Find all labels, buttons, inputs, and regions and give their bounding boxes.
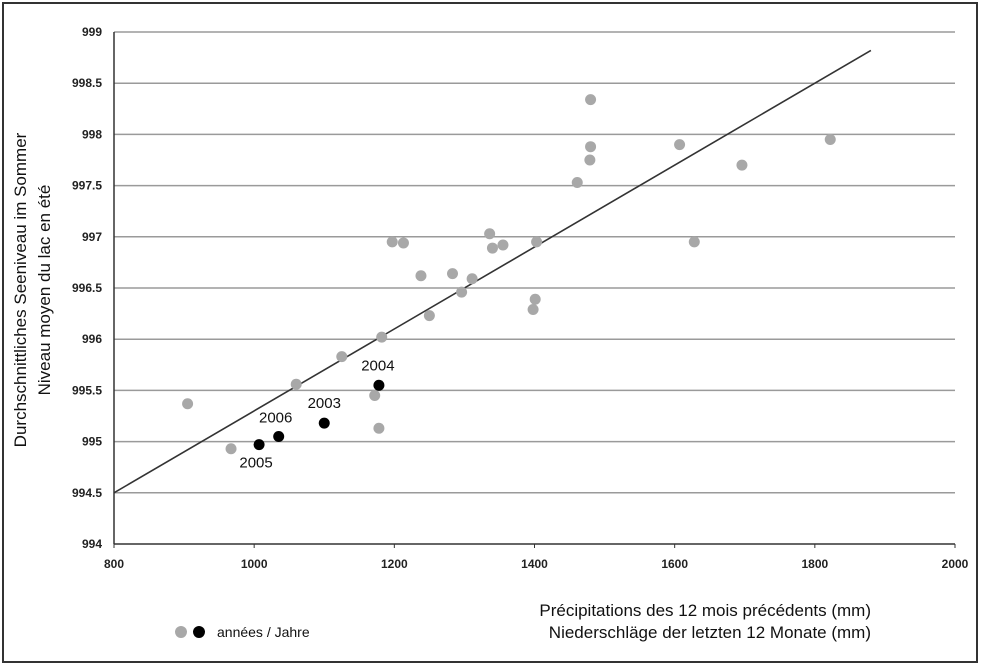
y-tick-label: 998.5 [72,76,102,90]
data-points [182,94,836,455]
legend-black-dot [193,626,205,638]
legend-label: années / Jahre [217,624,310,640]
gridlines [114,31,955,494]
data-point [484,228,496,240]
data-point [336,351,348,363]
data-point [447,268,459,280]
y-tick-label: 997 [82,230,102,244]
year-annotations: 2005 2006 2003 2004 [239,357,394,471]
data-point [415,270,427,282]
data-point [585,141,597,153]
data-point [225,443,237,455]
data-point [397,237,409,249]
data-point [423,310,435,322]
data-point [497,239,509,251]
y-tick-label: 995.5 [72,383,102,397]
data-point [688,236,700,248]
year-label: 2004 [361,357,394,374]
x-tick-label: 2000 [942,557,969,571]
y-tick-label: 996 [82,332,102,346]
y-axis-label-de: Durchschnittliches Seeniveau im Sommer [11,132,30,447]
year-label: 2006 [259,409,292,426]
trend-line-segment [113,49,872,494]
data-point [584,154,596,166]
data-point [182,398,194,410]
highlight-point [318,417,330,429]
trend-line [113,49,872,494]
x-tick-label: 1800 [801,557,828,571]
x-tick-label: 1600 [661,557,688,571]
data-point [466,273,478,285]
data-point [456,286,468,298]
data-point [386,236,398,248]
highlight-point [253,439,265,451]
year-label: 2003 [308,395,341,412]
y-tick-labels: 994 994.5 995 995.5 996 996.5 997 997.5 998 998.5… [72,25,102,551]
data-point [529,293,541,305]
legend: années / Jahre [175,624,310,640]
data-point [571,177,583,189]
x-tick-label: 1000 [241,557,268,571]
data-point [824,134,836,146]
highlight-point [273,430,285,442]
data-point [369,390,381,402]
data-point [290,378,302,390]
y-tick-label: 997.5 [72,179,102,193]
axes [113,32,956,548]
data-point [736,159,748,171]
x-tick-label: 800 [104,557,124,571]
data-point [531,236,543,248]
data-point [527,304,539,316]
x-axis-label-de: Niederschläge der letzten 12 Monate (mm) [548,623,871,642]
y-tick-label: 998 [82,127,102,141]
highlight-point [373,379,385,391]
data-point [674,139,686,151]
y-tick-label: 994 [82,537,102,551]
data-point [585,94,597,106]
y-tick-label: 999 [82,25,102,39]
y-tick-label: 995 [82,435,102,449]
x-tick-labels: 800 1000 1200 1400 1600 1800 2000 [104,557,969,571]
x-axis-label-fr: Précipitations des 12 mois précédents (m… [539,601,871,620]
legend-gray-dot [175,626,187,638]
x-tick-label: 1200 [381,557,408,571]
data-point [486,242,498,254]
y-axis-label-fr: Niveau moyen du lac en été [35,185,54,396]
y-tick-label: 994.5 [72,486,102,500]
data-point [376,331,388,343]
year-label: 2005 [239,455,272,472]
x-tick-label: 1400 [521,557,548,571]
data-point [373,422,385,434]
y-tick-label: 996.5 [72,281,102,295]
